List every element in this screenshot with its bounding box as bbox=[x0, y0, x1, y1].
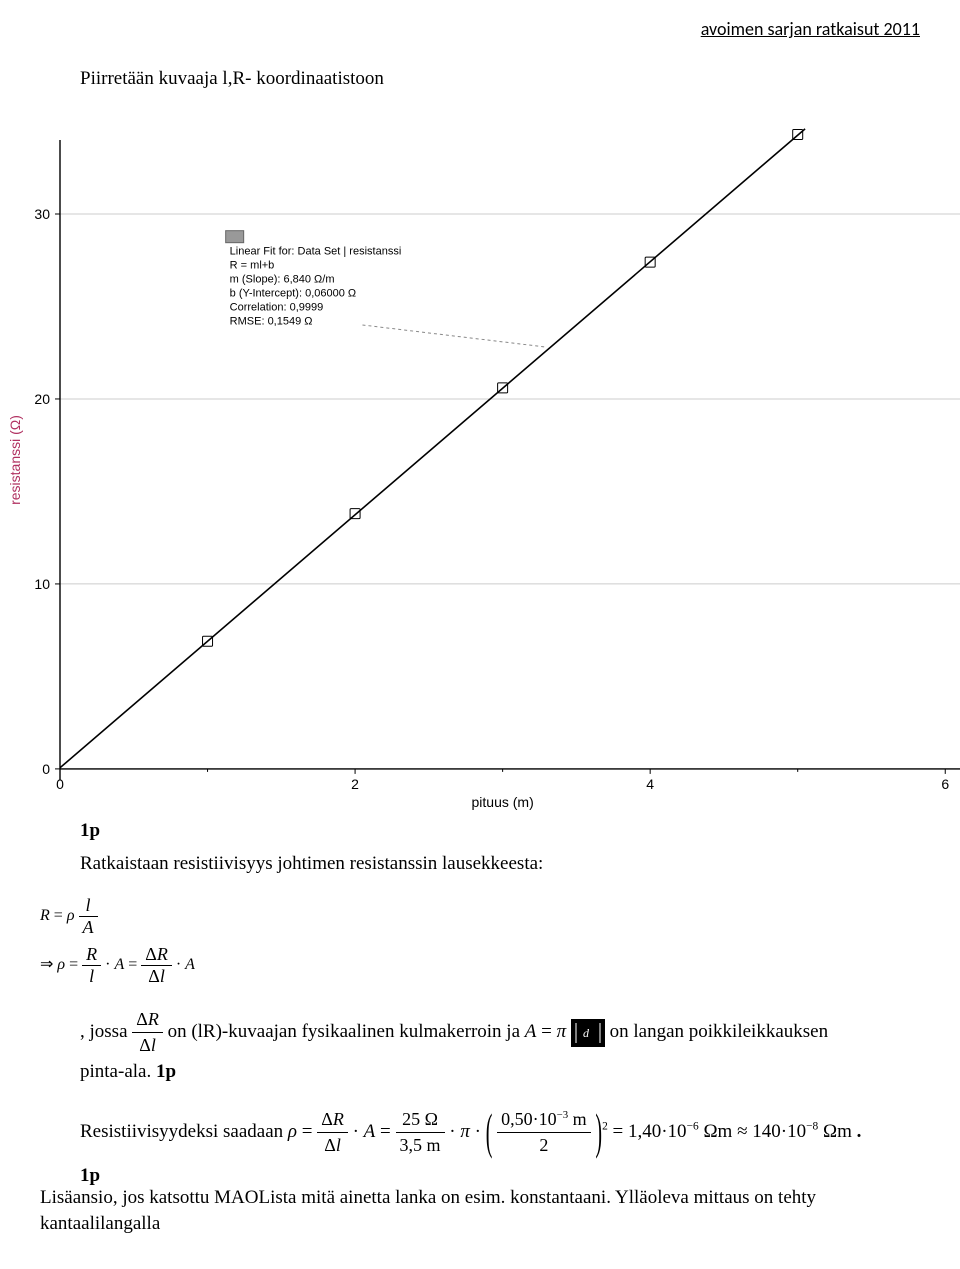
equation-block-1: R = ρ lA ⇒ ρ = Rl · A = ΔRΔl · A bbox=[40, 895, 920, 987]
solution-result: Resistiivisyydeksi saadaan ρ = ΔRΔl · A … bbox=[80, 1107, 880, 1158]
points-1p-a: 1p bbox=[80, 818, 880, 845]
svg-text:R = ml+b: R = ml+b bbox=[230, 260, 275, 272]
svg-text:RMSE: 0,1549 Ω: RMSE: 0,1549 Ω bbox=[230, 316, 313, 328]
svg-text:resistanssi (Ω): resistanssi (Ω) bbox=[7, 415, 23, 505]
svg-text:Linear Fit for: Data Set | res: Linear Fit for: Data Set | resistanssi bbox=[230, 246, 402, 258]
svg-text:10: 10 bbox=[34, 576, 50, 592]
svg-text:Correlation: 0,9999: Correlation: 0,9999 bbox=[230, 302, 324, 314]
svg-text:0: 0 bbox=[42, 761, 50, 777]
broken-formula-image: d bbox=[571, 1019, 605, 1047]
section-bonus: Lisäansio, jos katsottu MAOLista mitä ai… bbox=[40, 1185, 920, 1236]
svg-text:m (Slope): 6,840 Ω/m: m (Slope): 6,840 Ω/m bbox=[230, 274, 335, 286]
svg-text:pituus (m): pituus (m) bbox=[472, 794, 534, 810]
paragraph-intro: Piirretään kuvaaja l,R- koordinaatistoon bbox=[80, 66, 384, 93]
svg-text:30: 30 bbox=[34, 206, 50, 222]
solution-line2: , jossa ΔRΔl on (lR)-kuvaajan fysikaalin… bbox=[80, 1007, 880, 1058]
solution-line3: pinta-ala. 1p bbox=[80, 1059, 880, 1086]
svg-text:20: 20 bbox=[34, 391, 50, 407]
resistance-chart: 0 10 20 30 0 2 4 6 resistanssi (Ω) pituus (m) Line… bbox=[0, 120, 960, 810]
svg-text:4: 4 bbox=[646, 776, 654, 792]
svg-text:6: 6 bbox=[941, 776, 949, 792]
svg-text:b (Y-Intercept): 0,06000 Ω: b (Y-Intercept): 0,06000 Ω bbox=[230, 288, 356, 300]
svg-text:0: 0 bbox=[56, 776, 64, 792]
svg-text:2: 2 bbox=[351, 776, 359, 792]
page-header-right: avoimen sarjan ratkaisut 2011 bbox=[701, 18, 920, 40]
section-solution: 1p Ratkaistaan resistiivisyys johtimen r… bbox=[40, 818, 920, 1189]
svg-text:d: d bbox=[583, 1026, 590, 1040]
solution-line1: Ratkaistaan resistiivisyys johtimen resi… bbox=[80, 851, 880, 878]
